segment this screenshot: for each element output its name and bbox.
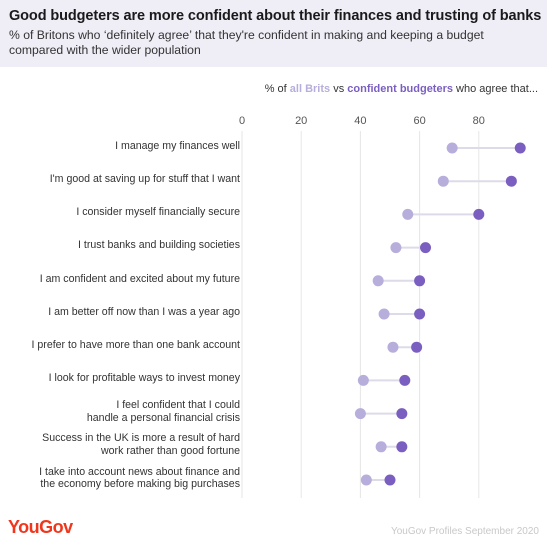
row-label-line: I am confident and excited about my futu… [39,272,240,285]
row-label-line: I am better off now than I was a year ag… [48,305,240,318]
dot-confident-budgeters [414,275,426,287]
dot-confident-budgeters [396,441,408,453]
row-label: I am confident and excited about my futu… [10,273,240,286]
dot-confident-budgeters [514,142,526,154]
legend: % of all Brits vs confident budgeters wh… [265,83,538,95]
dot-all-brits [378,308,390,320]
x-tick-label: 40 [354,115,366,127]
dot-all-brits [390,242,402,254]
row-label-line: I'm good at saving up for stuff that I w… [49,172,240,185]
row-label-line: work rather than good fortune [101,444,240,457]
dot-all-brits [372,275,384,287]
row-label: I look for profitable ways to invest mon… [10,372,240,385]
row-label: I am better off now than I was a year ag… [10,306,240,319]
dot-confident-budgeters [473,208,485,220]
row-label: I manage my finances well [10,140,240,153]
x-tick-label: 20 [295,115,307,127]
dot-all-brits [387,341,399,353]
dot-all-brits [437,175,449,187]
row-label: I trust banks and building societies [10,239,240,252]
source-note: YouGov Profiles September 2020 [390,526,539,537]
dot-all-brits [375,441,387,453]
legend-confident-budgeters: confident budgeters [347,83,453,95]
yougov-logo: YouGov [8,517,73,537]
dot-confident-budgeters [411,341,423,353]
row-label-line: I consider myself financially secure [76,206,240,219]
dot-confident-budgeters [384,474,396,486]
x-tick-label: 80 [473,115,485,127]
dot-confident-budgeters [399,374,411,386]
row-label: I prefer to have more than one bank acco… [10,339,240,352]
row-label-line: I feel confident that I could [116,399,240,412]
row-label: I'm good at saving up for stuff that I w… [10,173,240,186]
dot-confident-budgeters [396,408,408,420]
chart-subtitle: % of Britons who ‘definitely agree’ that… [9,28,484,57]
row-label: I feel confident that I could handle a pe… [10,399,240,424]
row-label-line: I trust banks and building societies [78,239,240,252]
dot-all-brits [357,374,369,386]
row-label-line: handle a personal financial crisis [86,411,240,424]
x-tick-label: 60 [413,115,425,127]
row-label-line: I look for profitable ways to invest mon… [48,372,240,385]
dot-all-brits [402,208,414,220]
chart-title: Good budgeters are more confident about … [9,8,542,24]
legend-prefix: % of [264,83,290,95]
dot-confident-budgeters [505,175,517,187]
legend-suffix: who agree that... [453,83,538,95]
legend-middle: vs [330,83,348,95]
row-label: I consider myself financially secure [10,206,240,219]
dot-confident-budgeters [414,308,426,320]
x-tick-label: 0 [239,115,245,127]
row-label-line: I take into account news about finance a… [39,465,240,478]
row-label-line: I prefer to have more than one bank acco… [31,338,240,351]
dot-all-brits [446,142,458,154]
row-label-line: Success in the UK is more a result of ha… [42,432,240,445]
row-label-line: the economy before making big purchases [40,478,240,490]
dot-all-brits [360,474,372,486]
header-band: Good budgeters are more confident about … [0,0,547,67]
row-label: I take into account news about finance a… [10,466,240,491]
row-label: Success in the UK is more a result of ha… [10,432,240,457]
dot-all-brits [354,408,366,420]
dot-confident-budgeters [420,242,432,254]
legend-all-brits: all Brits [289,83,331,95]
row-label-line: I manage my finances well [115,139,240,152]
